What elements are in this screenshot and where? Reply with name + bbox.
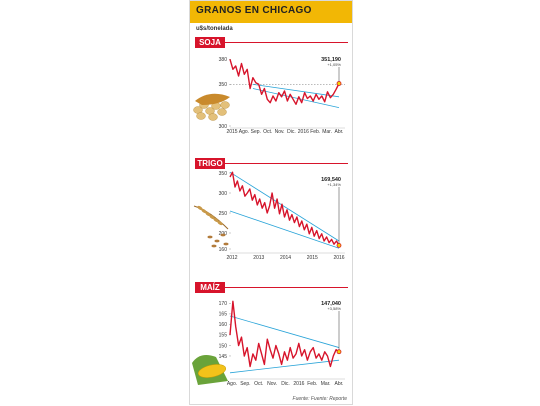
trend-line-upper	[229, 315, 340, 348]
soybean-shape	[208, 113, 218, 121]
y-tick-label: 300	[219, 124, 228, 130]
header-bar: GRANOS EN CHICAGO	[190, 1, 352, 23]
x-tick-label: 2016	[293, 381, 304, 387]
panel-rule-trigo	[225, 163, 348, 164]
y-tick-label: 350	[219, 82, 228, 88]
x-tick-label: Sep.	[240, 381, 250, 387]
panel-rule-maiz	[225, 287, 348, 288]
callout-value: 147,040	[321, 301, 341, 307]
wheat-icon	[193, 205, 229, 248]
chart-panel-1: 300 350 380 2015 Ago. Sep. Oct. Nov. Dic. 2016 Feb…	[193, 57, 345, 135]
wheat-kernel	[220, 233, 226, 237]
callout-change: +1,34%	[327, 182, 341, 187]
panel-rule-soja	[225, 42, 348, 43]
y-tick-label: 350	[219, 171, 228, 177]
y-tick-label: 170	[219, 301, 228, 307]
x-tick-label: Ago.	[227, 381, 237, 387]
x-tick-label: Oct.	[263, 129, 272, 135]
x-tick-label: Ago.	[239, 129, 249, 135]
chart-card: GRANOS EN CHICAGO u$s/tonelada SOJA TRIG…	[189, 0, 353, 405]
x-tick-label: Mar.	[322, 129, 332, 135]
x-tick-label: Dic.	[281, 381, 290, 387]
source-note: Fuente: Fuente: Reporte	[292, 396, 347, 402]
x-tick-label: 2015	[307, 255, 318, 261]
wheat-kernel	[211, 244, 217, 248]
callout-value: 351,190	[321, 57, 341, 63]
x-tick-label: 2013	[253, 255, 264, 261]
wheat-grain	[217, 220, 223, 226]
x-tick-label: Abr.	[335, 381, 344, 387]
chart-panel-2: 16020025030035020122013201420152016169,5…	[193, 171, 345, 261]
last-value-point	[336, 81, 342, 86]
panel-tag-maiz: MAÍZ	[195, 282, 225, 293]
x-tick-label: 2015	[226, 129, 237, 135]
x-tick-label: Oct.	[254, 381, 263, 387]
callout-change: +3,58%	[327, 306, 341, 311]
x-tick-label: Sep.	[251, 129, 261, 135]
x-tick-label: Mar.	[321, 381, 331, 387]
y-tick-label: 250	[219, 211, 228, 217]
x-tick-label: Feb.	[310, 129, 320, 135]
wheat-grain	[201, 208, 207, 214]
x-tick-label: 2016	[298, 129, 309, 135]
callout-change: +1,05%	[327, 62, 341, 67]
last-value-point	[336, 242, 342, 248]
wheat-grain	[205, 211, 211, 217]
y-tick-label: 160	[219, 247, 228, 253]
panel-tag-trigo: TRIGO	[195, 158, 225, 169]
y-tick-label: 155	[219, 333, 228, 339]
x-tick-label: Dic.	[287, 129, 296, 135]
panel-tag-soja: SOJA	[195, 37, 225, 48]
wheat-grain	[213, 217, 219, 223]
series-line	[229, 171, 340, 246]
trend-line-lower	[252, 88, 340, 109]
chart-title: GRANOS EN CHICAGO	[196, 5, 312, 16]
x-tick-label: Nov.	[275, 129, 285, 135]
soybean-shape	[217, 108, 227, 116]
wheat-grain	[197, 205, 203, 211]
trend-line-lower	[229, 210, 340, 249]
last-value-point	[336, 349, 342, 355]
x-tick-label: Feb.	[307, 381, 317, 387]
x-tick-label: Abr.	[335, 129, 344, 135]
y-tick-label: 165	[219, 312, 228, 318]
chart-panel-3: 145 150 155 160 165 170 Ago. Sep. Oct. Nov. Dic. 20…	[192, 300, 345, 387]
wheat-kernel	[207, 235, 213, 239]
soybeans-icon	[193, 93, 230, 121]
y-tick-label: 380	[219, 57, 228, 63]
y-tick-label: 300	[219, 191, 228, 197]
soybean-shape	[220, 101, 230, 109]
callout-value: 169,540	[321, 177, 341, 183]
series-line	[229, 59, 340, 106]
y-tick-label: 145	[219, 354, 228, 360]
wheat-kernel	[214, 239, 220, 243]
corn-cob	[197, 364, 227, 378]
soy-pod-shape	[195, 93, 230, 105]
unit-label: u$s/tonelada	[196, 26, 233, 32]
wheat-kernel	[223, 242, 229, 246]
corn-icon	[192, 355, 228, 385]
trend-line-upper	[252, 83, 340, 98]
x-tick-label: 2012	[226, 255, 237, 261]
x-tick-label: 2016	[333, 255, 344, 261]
y-tick-label: 150	[219, 343, 228, 349]
series-line	[229, 300, 340, 368]
trend-line-upper	[229, 171, 340, 242]
wheat-grain	[209, 214, 215, 220]
trend-line-lower	[229, 359, 340, 374]
y-tick-label: 160	[219, 322, 228, 328]
wheat-stem	[193, 205, 229, 230]
x-tick-label: 2014	[280, 255, 291, 261]
soybean-shape	[196, 112, 206, 120]
x-tick-label: Nov.	[267, 381, 277, 387]
